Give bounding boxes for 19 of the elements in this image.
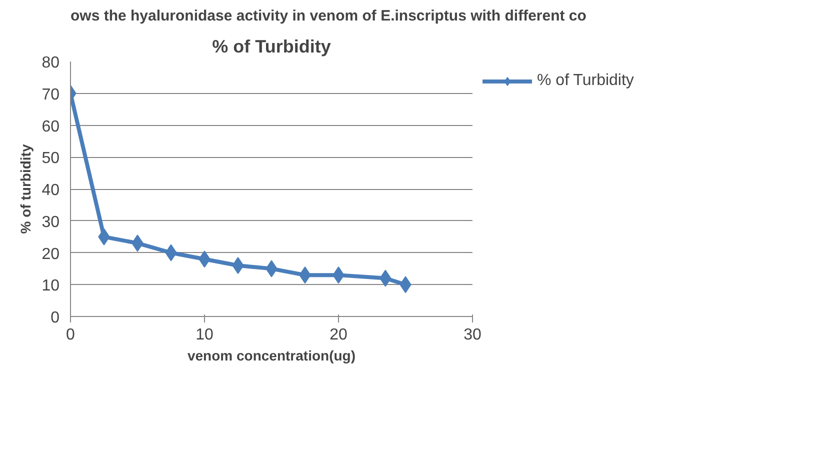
y-tick-label: 80: [42, 54, 60, 72]
y-tick-label: 40: [42, 182, 60, 199]
y-tick-label: 10: [42, 278, 60, 295]
x-tick-label: 20: [330, 326, 348, 344]
y-tick-label: 70: [42, 86, 60, 104]
y-tick-label: 30: [42, 214, 60, 231]
y-tick-label: 20: [42, 246, 60, 263]
chart-title: % of Turbidity: [212, 36, 331, 56]
y-tick-label: 60: [42, 118, 60, 136]
x-axis-title: venom concentration(ug): [187, 348, 356, 364]
point: [232, 257, 244, 274]
y-tick-label: 50: [42, 150, 60, 168]
text: ows the hyaluronidase activity in venom of E.inscriptus with different co: [70, 8, 586, 24]
x-tick-label: 0: [66, 326, 76, 344]
y-tick-label: 0: [50, 310, 60, 326]
y-axis-title: % of turbidity: [18, 144, 34, 234]
legend-label: % of Turbidity: [537, 72, 634, 90]
x-tick-label: 30: [464, 326, 482, 344]
x-tick-label: 10: [196, 326, 214, 344]
